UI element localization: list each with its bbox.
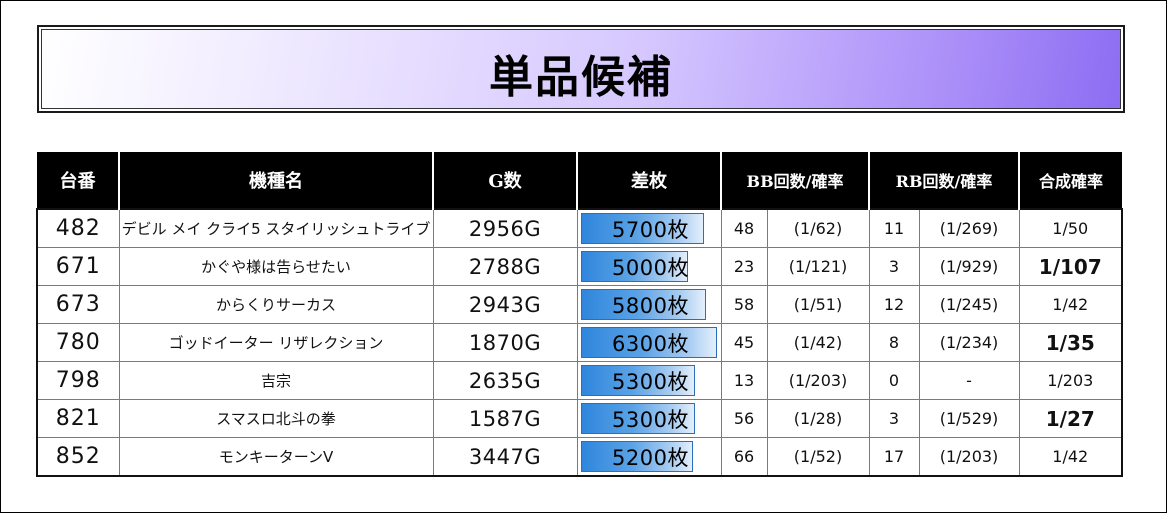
diff-bar (580, 365, 695, 396)
table-row: 673 からくりサーカス 2943G 5800枚 58 (1/51) 12 (1/245) 1/… (36, 285, 1124, 324)
header-games: G数 (432, 152, 577, 209)
table-row: 821 スマスロ北斗の拳 1587G 5300枚 56 (1/28) 3 (1/529) 1/2… (36, 399, 1124, 438)
diff-label: 5700枚 (612, 217, 689, 242)
rb-rate: - (918, 361, 1020, 400)
game-count: 1587G (432, 399, 578, 438)
bb-rate: (1/203) (766, 361, 870, 400)
game-count: 3447G (432, 437, 578, 477)
header-no: 台番 (37, 152, 119, 209)
table-row: 671 かぐや様は告らせたい 2788G 5000枚 23 (1/121) 3 (1/929)… (36, 247, 1124, 286)
machine-name: モンキーターンV (118, 437, 434, 477)
bb-count: 56 (720, 399, 768, 438)
diff-coins: 5000枚 (576, 247, 722, 286)
diff-label: 5200枚 (612, 445, 689, 470)
table-row: 780 ゴッドイーター リザレクション 1870G 6300枚 45 (1/42) 8 (1/… (36, 323, 1124, 362)
bb-count: 66 (720, 437, 768, 477)
diff-label: 6300枚 (612, 331, 689, 356)
bb-rate: (1/52) (766, 437, 870, 477)
rb-count: 12 (868, 285, 920, 324)
rb-count: 8 (868, 323, 920, 362)
diff-bar (580, 213, 704, 244)
machine-number: 482 (36, 208, 120, 248)
bb-rate: (1/51) (766, 285, 870, 324)
diff-bar (580, 327, 717, 358)
bb-count: 13 (720, 361, 768, 400)
diff-coins: 5300枚 (576, 361, 722, 400)
machine-name: ゴッドイーター リザレクション (118, 323, 434, 362)
game-count: 2788G (432, 247, 578, 286)
machine-number: 798 (36, 361, 120, 400)
diff-bar (580, 403, 695, 434)
page-title: 単品候補 (489, 52, 673, 103)
bb-rate: (1/121) (766, 247, 870, 286)
rb-rate: (1/269) (918, 208, 1020, 248)
diff-bar (580, 441, 693, 472)
machine-number: 780 (36, 323, 120, 362)
rb-count: 3 (868, 399, 920, 438)
table-header-row: 台番 機種名 G数 差枚 BB回数/確率 RB回数/確率 合成確率 (37, 152, 1123, 209)
table-body: 482 デビル メイ クライ5 スタイリッシュトライブ 2956G 5700枚 48 (1… (36, 208, 1124, 477)
combined-rate: 1/50 (1018, 208, 1124, 248)
bb-count: 58 (720, 285, 768, 324)
diff-coins: 5200枚 (576, 437, 722, 477)
rb-count: 0 (868, 361, 920, 400)
combined-rate: 1/35 (1018, 323, 1124, 362)
rb-rate: (1/929) (918, 247, 1020, 286)
title-banner: 単品候補 (37, 25, 1125, 113)
header-combined: 合成確率 (1018, 152, 1123, 209)
diff-coins: 6300枚 (576, 323, 722, 362)
machine-number: 673 (36, 285, 120, 324)
diff-coins: 5800枚 (576, 285, 722, 324)
game-count: 2956G (432, 208, 578, 248)
combined-rate: 1/27 (1018, 399, 1124, 438)
diff-coins: 5300枚 (576, 399, 722, 438)
diff-coins: 5700枚 (576, 208, 722, 248)
diff-bar (580, 289, 706, 320)
bb-rate: (1/62) (766, 208, 870, 248)
header-name: 機種名 (118, 152, 433, 209)
machine-number: 671 (36, 247, 120, 286)
machine-name: スマスロ北斗の拳 (118, 399, 434, 438)
machine-name: デビル メイ クライ5 スタイリッシュトライブ (118, 208, 434, 248)
bb-count: 48 (720, 208, 768, 248)
rb-rate: (1/245) (918, 285, 1020, 324)
candidate-table: 台番 機種名 G数 差枚 BB回数/確率 RB回数/確率 合成確率 482 デビル… (36, 152, 1124, 477)
table-row: 798 吉宗 2635G 5300枚 13 (1/203) 0-1/203 (36, 361, 1124, 400)
combined-rate: 1/203 (1018, 361, 1124, 400)
machine-name: 吉宗 (118, 361, 434, 400)
table-row: 852 モンキーターンV 3447G 5200枚 66 (1/52) 17 (1/203) 1/… (36, 437, 1124, 477)
machine-name: かぐや様は告らせたい (118, 247, 434, 286)
header-bb: BB回数/確率 (720, 152, 869, 209)
combined-rate: 1/107 (1018, 247, 1124, 286)
rb-rate: (1/234) (918, 323, 1020, 362)
header-diff: 差枚 (576, 152, 721, 209)
table-row: 482 デビル メイ クライ5 スタイリッシュトライブ 2956G 5700枚 48 (1… (36, 208, 1124, 248)
game-count: 2943G (432, 285, 578, 324)
bb-rate: (1/28) (766, 399, 870, 438)
rb-rate: (1/529) (918, 399, 1020, 438)
machine-number: 852 (36, 437, 120, 477)
bb-count: 23 (720, 247, 768, 286)
rb-count: 3 (868, 247, 920, 286)
header-rb: RB回数/確率 (867, 152, 1020, 209)
game-count: 2635G (432, 361, 578, 400)
game-count: 1870G (432, 323, 578, 362)
diff-bar (580, 251, 689, 282)
bb-count: 45 (720, 323, 768, 362)
rb-count: 11 (868, 208, 920, 248)
machine-number: 821 (36, 399, 120, 438)
combined-rate: 1/42 (1018, 285, 1124, 324)
combined-rate: 1/42 (1018, 437, 1124, 477)
diff-label: 5000枚 (612, 255, 689, 280)
diff-label: 5300枚 (612, 369, 689, 394)
machine-name: からくりサーカス (118, 285, 434, 324)
rb-count: 17 (868, 437, 920, 477)
diff-label: 5300枚 (612, 407, 689, 432)
bb-rate: (1/42) (766, 323, 870, 362)
diff-label: 5800枚 (612, 293, 689, 318)
rb-rate: (1/203) (918, 437, 1020, 477)
